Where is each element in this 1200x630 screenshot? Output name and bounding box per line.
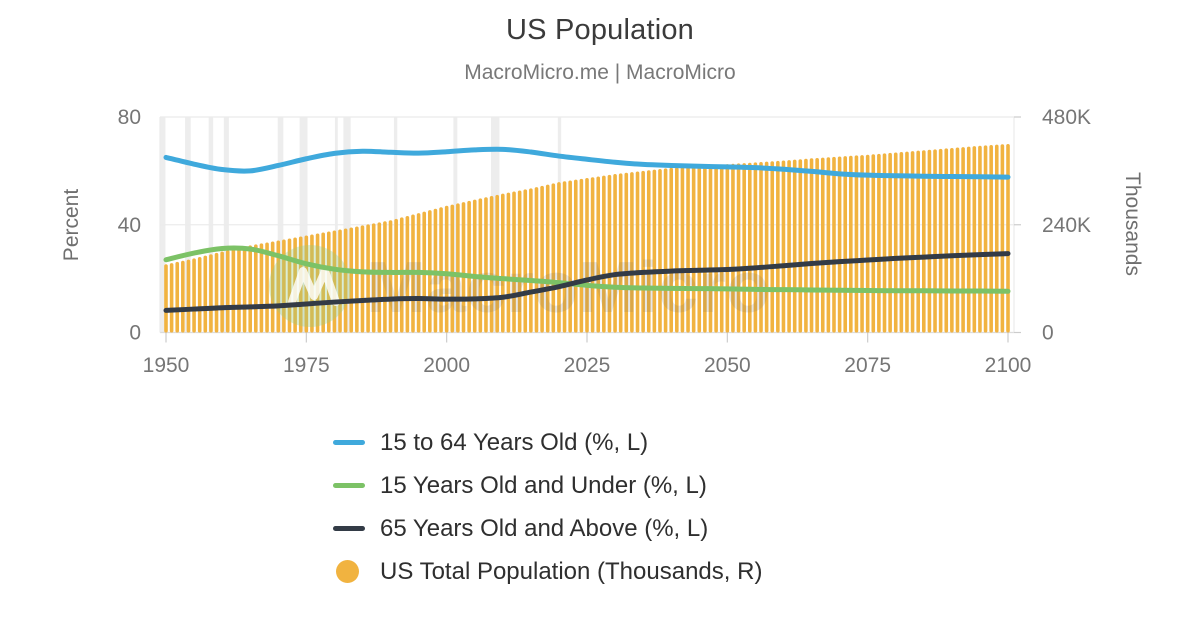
legend-label: 15 Years Old and Under (%, L)	[380, 471, 707, 499]
chart-legend: 15 to 64 Years Old (%, L) 15 Years Old a…	[333, 421, 762, 593]
legend-line-marker	[333, 440, 380, 445]
x-tick-label: 2025	[564, 354, 611, 377]
legend-line-marker	[333, 526, 380, 531]
left-tick-label: 0	[129, 322, 141, 345]
legend-label: 65 Years Old and Above (%, L)	[380, 514, 709, 542]
line-series-2	[163, 251, 1011, 313]
x-tick-label: 1950	[143, 354, 190, 377]
left-tick-label: 40	[118, 214, 141, 237]
legend-label: US Total Population (Thousands, R)	[380, 557, 763, 585]
watermark-logo-m	[288, 267, 340, 306]
right-tick-label: 0	[1042, 322, 1054, 345]
right-tick-label: 240K	[1042, 214, 1091, 237]
axes: 1950 1975 2000 2025 2050 2075 2100 0 40 80 0 240K 48…	[118, 106, 1091, 377]
line-series-0	[163, 146, 1011, 180]
legend-item-15-to-64[interactable]: 15 to 64 Years Old (%, L)	[333, 421, 762, 464]
legend-circle-marker	[333, 560, 380, 583]
x-tick-label: 2050	[704, 354, 751, 377]
legend-line-marker	[333, 483, 380, 488]
x-tick-label: 2000	[423, 354, 470, 377]
legend-item-65-and-above[interactable]: 65 Years Old and Above (%, L)	[333, 507, 762, 550]
population-bars	[164, 143, 1010, 333]
line-series-1	[163, 245, 1011, 294]
x-tick-label: 2075	[844, 354, 891, 377]
chart-title: US Population	[506, 14, 694, 46]
legend-item-total-population[interactable]: US Total Population (Thousands, R)	[333, 550, 762, 593]
legend-item-15-and-under[interactable]: 15 Years Old and Under (%, L)	[333, 464, 762, 507]
x-tick-label: 2100	[985, 354, 1032, 377]
x-tick-label: 1975	[283, 354, 330, 377]
right-tick-label: 480K	[1042, 106, 1091, 129]
chart-subtitle: MacroMicro.me | MacroMicro	[464, 61, 736, 84]
legend-label: 15 to 64 Years Old (%, L)	[380, 428, 649, 456]
left-tick-label: 80	[118, 106, 141, 129]
